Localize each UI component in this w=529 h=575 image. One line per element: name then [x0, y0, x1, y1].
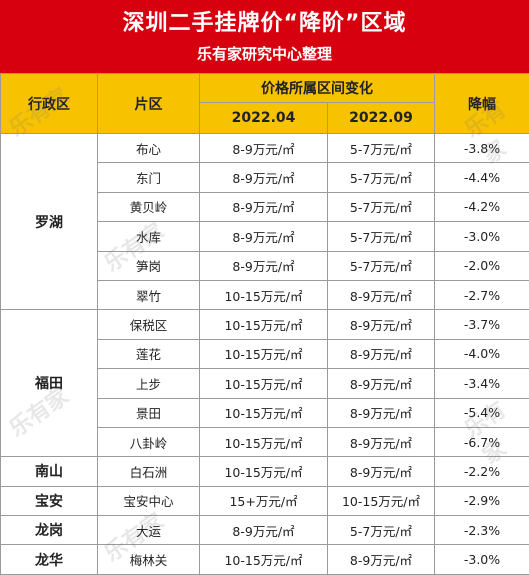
price-2022-09-cell: 5-7万元/㎡	[328, 251, 435, 280]
price-2022-04-cell: 8-9万元/㎡	[200, 134, 328, 163]
zone-cell: 上步	[98, 369, 200, 398]
price-2022-09-cell: 5-7万元/㎡	[328, 516, 435, 545]
decline-cell: -2.3%	[435, 516, 529, 545]
price-2022-09-cell: 8-9万元/㎡	[328, 457, 435, 486]
price-2022-04-cell: 8-9万元/㎡	[200, 222, 328, 251]
header-period-2: 2022.09	[328, 103, 435, 134]
price-2022-09-cell: 8-9万元/㎡	[328, 545, 435, 574]
page-subtitle: 乐有家研究中心整理	[0, 43, 529, 64]
price-2022-04-cell: 10-15万元/㎡	[200, 369, 328, 398]
zone-cell: 八卦岭	[98, 427, 200, 456]
header-period-1: 2022.04	[200, 103, 328, 134]
zone-cell: 东门	[98, 163, 200, 192]
price-2022-04-cell: 8-9万元/㎡	[200, 516, 328, 545]
price-2022-09-cell: 5-7万元/㎡	[328, 134, 435, 163]
decline-cell: -2.7%	[435, 280, 529, 309]
price-2022-09-cell: 8-9万元/㎡	[328, 310, 435, 339]
price-2022-04-cell: 8-9万元/㎡	[200, 251, 328, 280]
decline-cell: -2.0%	[435, 251, 529, 280]
header-zone: 片区	[98, 74, 200, 134]
decline-cell: -3.4%	[435, 369, 529, 398]
price-2022-09-cell: 5-7万元/㎡	[328, 163, 435, 192]
price-2022-04-cell: 8-9万元/㎡	[200, 192, 328, 221]
decline-cell: -3.0%	[435, 222, 529, 251]
price-2022-09-cell: 8-9万元/㎡	[328, 427, 435, 456]
price-2022-04-cell: 10-15万元/㎡	[200, 457, 328, 486]
decline-cell: -3.7%	[435, 310, 529, 339]
decline-cell: -2.9%	[435, 486, 529, 515]
price-2022-09-cell: 5-7万元/㎡	[328, 222, 435, 251]
price-2022-09-cell: 8-9万元/㎡	[328, 339, 435, 368]
price-2022-04-cell: 10-15万元/㎡	[200, 427, 328, 456]
district-cell: 龙华	[1, 545, 98, 574]
district-cell: 龙岗	[1, 516, 98, 545]
price-2022-09-cell: 5-7万元/㎡	[328, 192, 435, 221]
zone-cell: 保税区	[98, 310, 200, 339]
decline-cell: -4.0%	[435, 339, 529, 368]
decline-cell: -4.4%	[435, 163, 529, 192]
district-cell: 宝安	[1, 486, 98, 515]
price-2022-04-cell: 10-15万元/㎡	[200, 398, 328, 427]
zone-cell: 莲花	[98, 339, 200, 368]
zone-cell: 布心	[98, 134, 200, 163]
price-2022-09-cell: 8-9万元/㎡	[328, 398, 435, 427]
district-cell: 南山	[1, 457, 98, 486]
decline-cell: -4.2%	[435, 192, 529, 221]
page-title: 深圳二手挂牌价“降阶”区域	[0, 5, 529, 37]
price-2022-04-cell: 15+万元/㎡	[200, 486, 328, 515]
price-2022-04-cell: 8-9万元/㎡	[200, 163, 328, 192]
decline-cell: -3.0%	[435, 545, 529, 574]
price-2022-04-cell: 10-15万元/㎡	[200, 310, 328, 339]
price-2022-04-cell: 10-15万元/㎡	[200, 545, 328, 574]
price-2022-04-cell: 10-15万元/㎡	[200, 339, 328, 368]
zone-cell: 翠竹	[98, 280, 200, 309]
price-2022-04-cell: 10-15万元/㎡	[200, 280, 328, 309]
zone-cell: 景田	[98, 398, 200, 427]
price-2022-09-cell: 10-15万元/㎡	[328, 486, 435, 515]
price-2022-09-cell: 8-9万元/㎡	[328, 280, 435, 309]
price-2022-09-cell: 8-9万元/㎡	[328, 369, 435, 398]
district-cell: 罗湖	[1, 134, 98, 310]
decline-cell: -2.2%	[435, 457, 529, 486]
header-price-change: 价格所属区间变化	[200, 74, 435, 103]
zone-cell: 白石洲	[98, 457, 200, 486]
title-banner: 深圳二手挂牌价“降阶”区域 乐有家研究中心整理	[0, 0, 529, 73]
